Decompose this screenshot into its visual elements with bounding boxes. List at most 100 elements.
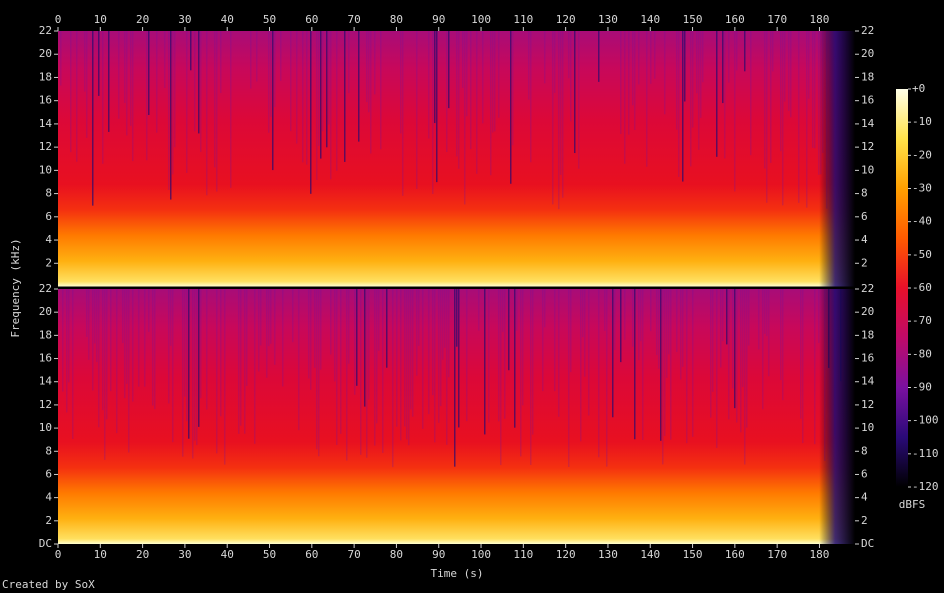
x-axis-label: Time (s) [431,567,484,580]
colorbar-tick-label: -110 [912,447,939,460]
x-tick-label: 140 [640,548,660,561]
y-tick-label: 20 [861,305,874,318]
colorbar-tick-label: -40 [912,215,932,228]
y-tick-label: 18 [39,70,52,83]
y-tick-label: 10 [39,163,52,176]
y-tick-label: 6 [861,210,868,223]
x-tick-label: 70 [348,13,361,26]
colorbar-tick-label: -30 [912,182,932,195]
y-tick-label: 10 [861,421,874,434]
y-tick-label: 4 [861,233,868,246]
y-tick-label: 2 [861,514,868,527]
y-tick-label: 8 [861,187,868,200]
y-tick-label: 22 [861,282,874,295]
y-tick-label: 22 [39,282,52,295]
x-tick-label: 0 [55,13,62,26]
y-tick-label: 8 [45,187,52,200]
x-tick-label: 10 [94,548,107,561]
x-tick-label: 180 [810,13,830,26]
y-tick-label: DC [861,537,874,550]
colorbar [896,89,908,487]
y-tick-label: 12 [39,140,52,153]
colorbar-tick-label: -120 [912,480,939,493]
y-tick-label: 10 [861,163,874,176]
x-tick-label: 20 [136,548,149,561]
x-tick-label: 100 [471,548,491,561]
y-tick-label: 18 [861,70,874,83]
x-tick-label: 70 [348,548,361,561]
x-tick-label: 180 [810,548,830,561]
y-tick-label: 2 [861,256,868,269]
colorbar-tick-label: -100 [912,414,939,427]
y-tick-label: 14 [39,375,53,388]
y-tick-label: 6 [45,210,52,223]
x-tick-label: 100 [471,13,491,26]
x-tick-label: 30 [178,548,191,561]
x-tick-label: 30 [178,13,191,26]
x-tick-label: 130 [598,548,618,561]
x-tick-label: 110 [513,13,533,26]
y-tick-label: 20 [39,305,52,318]
x-tick-label: 80 [390,548,403,561]
y-axis-label: Frequency (kHz) [9,238,22,337]
x-tick-label: 0 [55,548,62,561]
x-tick-label: 130 [598,13,618,26]
y-tick-label: 16 [861,352,874,365]
y-tick-label: 16 [39,94,52,107]
colorbar-tick-label: -70 [912,314,932,327]
x-tick-label: 60 [305,548,318,561]
y-tick-label: 14 [39,117,53,130]
x-tick-label: 140 [640,13,660,26]
y-tick-label: 14 [861,117,875,130]
y-tick-label: 14 [861,375,875,388]
x-tick-label: 160 [725,13,745,26]
spectrogram-fade [58,31,855,287]
x-tick-label: 40 [221,13,234,26]
x-tick-label: 90 [432,548,445,561]
y-tick-label: 20 [861,47,874,60]
x-tick-label: 170 [767,13,787,26]
x-tick-label: 10 [94,13,107,26]
x-tick-label: 50 [263,13,276,26]
y-tick-label: DC [39,537,52,550]
y-tick-label: 8 [45,444,52,457]
x-tick-label: 50 [263,548,276,561]
colorbar-tick-label: -50 [912,248,932,261]
y-tick-label: 18 [39,328,52,341]
x-tick-label: 150 [683,548,703,561]
x-tick-label: 90 [432,13,445,26]
colorbar-tick-label: -10 [912,115,932,128]
y-tick-label: 6 [861,467,868,480]
y-tick-label: 16 [861,94,874,107]
y-tick-label: 22 [39,24,52,37]
y-tick-label: 16 [39,352,52,365]
colorbar-tick-label: +0 [912,82,925,95]
colorbar-tick-label: -90 [912,381,932,394]
x-tick-label: 110 [513,548,533,561]
spectrogram-fade [58,289,855,544]
y-tick-label: 8 [861,444,868,457]
y-tick-label: 10 [39,421,52,434]
y-tick-label: 12 [861,140,874,153]
y-tick-label: 22 [861,24,874,37]
y-tick-label: 4 [45,233,52,246]
colorbar-tick-label: -60 [912,281,932,294]
x-tick-label: 60 [305,13,318,26]
colorbar-tick-label: -20 [912,148,932,161]
y-tick-label: 6 [45,467,52,480]
x-tick-label: 160 [725,548,745,561]
x-tick-label: 120 [556,13,576,26]
y-tick-label: 2 [45,514,52,527]
x-tick-label: 20 [136,13,149,26]
y-tick-label: 18 [861,328,874,341]
y-tick-label: 2 [45,256,52,269]
x-tick-label: 170 [767,548,787,561]
y-tick-label: 12 [39,398,52,411]
x-tick-label: 80 [390,13,403,26]
colorbar-label: dBFS [899,498,926,511]
y-tick-label: 4 [861,491,868,504]
colorbar-tick-label: -80 [912,347,932,360]
credit: Created by SoX [2,578,95,591]
